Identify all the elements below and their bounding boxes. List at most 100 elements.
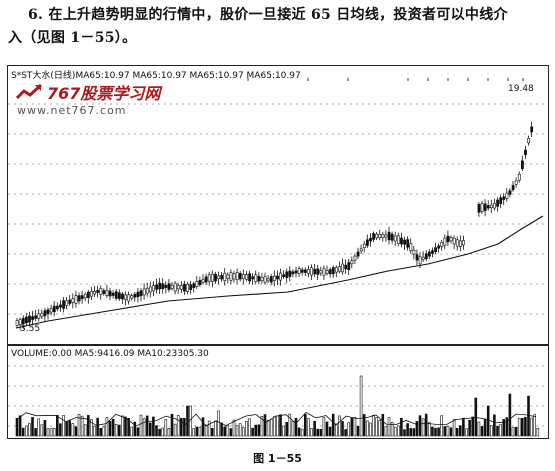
candle-body bbox=[434, 247, 438, 253]
candle-body bbox=[145, 288, 149, 294]
volume-bar bbox=[145, 415, 149, 437]
volume-bar bbox=[217, 410, 220, 437]
volume-bar bbox=[449, 427, 453, 437]
volume-bar bbox=[437, 427, 440, 437]
candle-body bbox=[508, 190, 512, 195]
candle-body bbox=[322, 268, 326, 276]
candle-body bbox=[52, 305, 56, 313]
candle-body bbox=[226, 274, 230, 279]
volume-bar bbox=[502, 419, 506, 437]
candle-body bbox=[477, 204, 481, 213]
candle-body bbox=[514, 180, 518, 185]
volume-bar bbox=[387, 417, 391, 437]
candle-body bbox=[62, 300, 66, 309]
candle-body bbox=[300, 269, 304, 273]
volume-bar bbox=[421, 418, 425, 437]
candle-body bbox=[378, 234, 382, 238]
volume-bar bbox=[59, 423, 62, 437]
candle-body bbox=[313, 268, 317, 275]
candle-body bbox=[232, 273, 236, 280]
candle-body bbox=[307, 269, 310, 274]
figure-caption: 图 1－55 bbox=[253, 452, 302, 465]
candle-body bbox=[272, 275, 276, 282]
volume-bar bbox=[235, 424, 239, 437]
volume-bar bbox=[517, 417, 521, 437]
volume-bar bbox=[350, 417, 354, 437]
candle-body bbox=[362, 243, 366, 248]
volume-bar bbox=[195, 426, 199, 437]
candle-body bbox=[334, 267, 338, 273]
volume-bar bbox=[167, 428, 171, 437]
candle-body bbox=[68, 299, 72, 304]
candle-body bbox=[118, 292, 121, 299]
chart-logo-icon bbox=[15, 83, 43, 100]
volume-bar bbox=[291, 420, 295, 437]
candle-body bbox=[189, 284, 193, 290]
volume-bar bbox=[440, 415, 444, 437]
volume-bar bbox=[24, 425, 28, 437]
candle-body bbox=[43, 310, 47, 317]
volume-bar bbox=[62, 414, 65, 437]
candle-body bbox=[83, 293, 87, 299]
candle-body bbox=[282, 274, 286, 277]
volume-bar bbox=[238, 423, 242, 437]
volume-bar bbox=[68, 420, 72, 437]
candle-body bbox=[195, 281, 199, 287]
stock-chart: S*ST大水(日线)MA65:10.97 MA65:10.97 MA65:10.… bbox=[7, 65, 549, 439]
volume-bar bbox=[390, 422, 394, 437]
volume-bar bbox=[499, 424, 502, 437]
volume-bar bbox=[505, 417, 509, 437]
volume-bar bbox=[223, 426, 226, 437]
volume-panel: VOLUME:0.00 MA5:9416.09 MA10:23305.30 bbox=[8, 346, 548, 438]
volume-bar bbox=[130, 426, 133, 437]
paragraph-line-2: 入（见图 1－55）。 bbox=[8, 30, 137, 46]
candle-body bbox=[220, 275, 224, 280]
volume-bar bbox=[114, 423, 118, 437]
volume-bar bbox=[508, 393, 512, 437]
volume-bar bbox=[105, 417, 109, 437]
candle-body bbox=[502, 196, 506, 200]
candle-body bbox=[207, 274, 211, 282]
candle-body bbox=[455, 239, 459, 247]
volume-bar bbox=[183, 417, 186, 437]
volume-bar bbox=[328, 426, 332, 437]
candle-body bbox=[142, 288, 146, 296]
volume-bar bbox=[443, 426, 447, 437]
candle-body bbox=[328, 269, 332, 275]
candle-body bbox=[406, 239, 410, 248]
candle-body bbox=[353, 255, 357, 261]
volume-bar bbox=[214, 421, 217, 437]
volume-bar bbox=[211, 427, 214, 437]
candle-body bbox=[285, 271, 289, 278]
volume-bar bbox=[93, 425, 96, 437]
candle-body bbox=[505, 192, 509, 199]
volume-bar bbox=[303, 414, 307, 437]
candle-body bbox=[158, 282, 162, 290]
volume-bar bbox=[359, 375, 363, 437]
candle-body bbox=[499, 197, 503, 205]
volume-bar bbox=[313, 420, 316, 437]
volume-bar bbox=[310, 428, 313, 437]
candle-body bbox=[186, 283, 190, 292]
candle-body bbox=[192, 283, 196, 288]
candle-body bbox=[223, 272, 227, 282]
volume-bar bbox=[242, 427, 245, 437]
candle-body bbox=[387, 231, 391, 241]
volume-bar bbox=[393, 426, 397, 437]
candle-body bbox=[462, 240, 465, 246]
volume-bar bbox=[161, 427, 164, 437]
volume-bar bbox=[446, 425, 450, 437]
candle-body bbox=[440, 242, 444, 247]
volume-bar bbox=[465, 428, 468, 437]
candle-body bbox=[77, 295, 81, 302]
volume-bar bbox=[276, 415, 279, 437]
volume-bar bbox=[164, 419, 168, 437]
candle-body bbox=[37, 313, 41, 319]
candle-body bbox=[242, 274, 245, 280]
volume-bar bbox=[527, 395, 530, 437]
volume-bar bbox=[266, 419, 270, 437]
candle-body bbox=[458, 240, 462, 247]
candle-body bbox=[102, 290, 106, 294]
volume-bar bbox=[108, 420, 112, 437]
volume-bar bbox=[474, 397, 478, 437]
